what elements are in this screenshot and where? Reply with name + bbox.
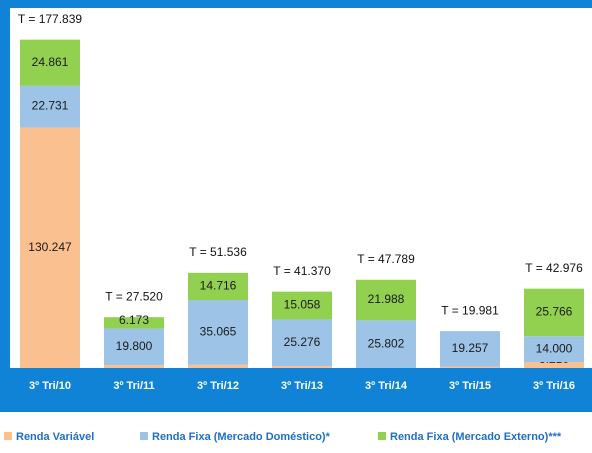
bar-segment: [20, 127, 80, 368]
x-tick-label: 3º Tri/11: [113, 380, 154, 392]
segment-label: 130.247: [28, 240, 72, 254]
bar-segment: [356, 279, 416, 321]
x-tick-label: 3º Tri/10: [29, 380, 71, 392]
segment-label: 25.766: [536, 305, 573, 319]
total-label: T = 41.370: [273, 264, 331, 278]
bar-segment: [272, 291, 332, 320]
bar-segment: [188, 272, 248, 301]
bar-segment: [20, 85, 80, 128]
bar-segment: [104, 328, 164, 366]
segment-label: 35.065: [200, 325, 237, 339]
legend-area: [0, 412, 592, 453]
segment-label: 19.800: [116, 339, 153, 353]
x-tick-label: 3º Tri/12: [197, 380, 239, 392]
legend-label: Renda Variável: [16, 431, 94, 443]
total-label: T = 27.520: [105, 289, 163, 303]
segment-label: 21.988: [368, 292, 405, 306]
legend-swatch: [378, 432, 386, 440]
bar-segment: [524, 336, 584, 363]
legend-swatch: [140, 432, 148, 440]
total-label: T = 42.976: [525, 261, 583, 275]
segment-label: 6.173: [119, 313, 149, 327]
x-tick-label: 3º Tri/13: [281, 380, 323, 392]
segment-label: 22.731: [32, 99, 69, 113]
bar-segment: [524, 362, 584, 368]
segment-label: 24.861: [32, 55, 69, 69]
total-label: T = 19.981: [441, 303, 499, 317]
bar-segment: [524, 288, 584, 337]
bar-segment: [104, 317, 164, 329]
bar-segment: [440, 366, 500, 368]
bar-segment: [272, 319, 332, 367]
legend-swatch: [4, 432, 12, 440]
x-tick-label: 3º Tri/15: [449, 380, 491, 392]
bar-segment: [272, 366, 332, 368]
legend-label: Renda Fixa (Mercado Doméstico)*: [152, 431, 331, 443]
bar-segment: [356, 320, 416, 368]
segment-label: 14.716: [200, 279, 237, 293]
segment-label: 15.058: [284, 298, 321, 312]
x-tick-label: 3º Tri/16: [533, 380, 575, 392]
segment-label: 14.000: [536, 341, 573, 355]
total-label: T = 51.536: [189, 245, 247, 259]
x-tick-label: 3º Tri/14: [365, 380, 408, 392]
segment-label: 25.802: [368, 336, 405, 350]
bar-segment: [20, 39, 80, 86]
bar-segment: [188, 300, 248, 365]
bar-segment: [188, 364, 248, 368]
bar-segment: [104, 365, 164, 368]
total-label: T = 47.789: [357, 252, 415, 266]
legend-label: Renda Fixa (Mercado Externo)***: [390, 431, 562, 443]
segment-label: 25.276: [284, 335, 321, 349]
bar-segment: [440, 331, 500, 367]
segment-label: 19.257: [452, 341, 489, 355]
total-label: T = 177.839: [18, 12, 82, 26]
